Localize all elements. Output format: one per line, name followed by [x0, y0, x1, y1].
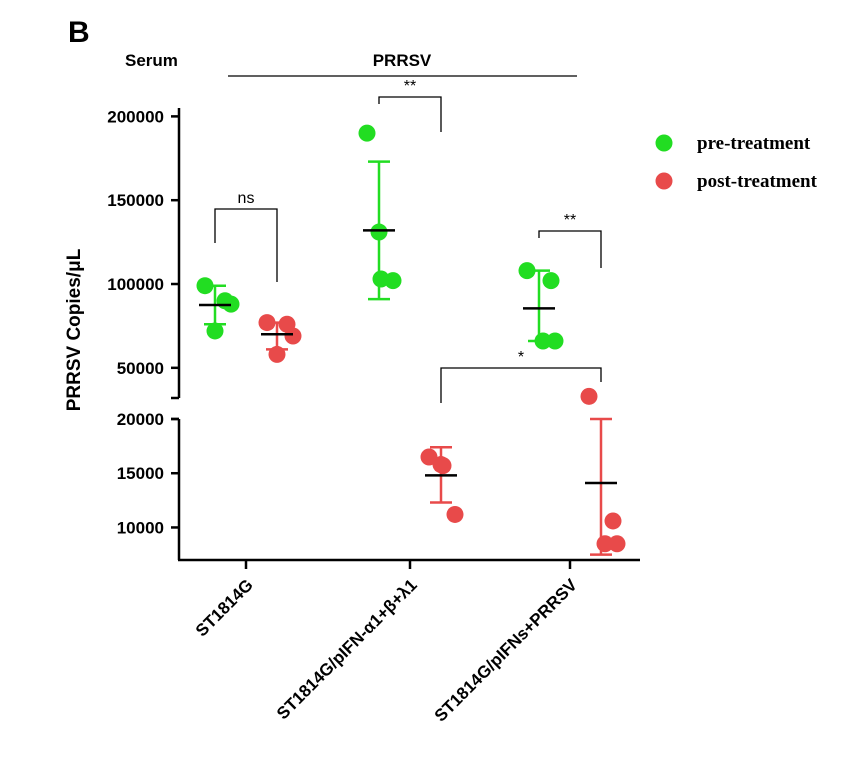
panel-label: B — [68, 16, 90, 49]
bracket-line — [538, 230, 602, 268]
data-point — [268, 345, 286, 363]
data-point — [534, 332, 552, 350]
data-point — [596, 535, 614, 553]
y-tick-label: 15000 — [117, 464, 164, 483]
data-point — [518, 262, 536, 280]
data-point — [370, 223, 388, 241]
data-point — [358, 124, 376, 142]
y-tick-label: 150000 — [107, 191, 164, 210]
legend-label: pre-treatment — [697, 133, 811, 154]
y-axis-label: PRRSV Copies/μL — [64, 248, 85, 411]
serum-header-label: Serum — [125, 51, 178, 70]
y-tick-label: 50000 — [117, 359, 164, 378]
y-tick-label: 100000 — [107, 275, 164, 294]
y-tick-label: 200000 — [107, 107, 164, 126]
significance-label: ** — [564, 212, 576, 229]
legend-label: post-treatment — [697, 171, 818, 192]
x-tick-label: ST1814G/pIFNs+PRRSV — [431, 575, 582, 726]
data-point — [196, 277, 214, 295]
legend-marker — [655, 134, 673, 152]
x-tick-label: ST1814G/pIFN-α1+β+λ1 — [273, 575, 421, 723]
significance-label: ns — [238, 190, 255, 207]
x-tick-label: ST1814G — [192, 575, 257, 640]
y-tick-label: 20000 — [117, 410, 164, 429]
significance-label: ** — [404, 78, 416, 95]
axes: 10000 15000 20000 50000 100000 150000 200000 PR… — [64, 107, 640, 725]
data-point — [384, 272, 402, 290]
data-point — [542, 272, 560, 290]
data-point — [206, 322, 224, 340]
legend-marker — [655, 172, 673, 190]
legend: pre-treatment post-treatment — [655, 133, 818, 192]
bracket-line — [214, 208, 278, 282]
bracket-line — [440, 367, 602, 403]
data-point — [434, 457, 452, 475]
y-tick-label: 10000 — [117, 518, 164, 537]
data-point — [258, 314, 276, 332]
data-point — [604, 512, 622, 530]
data-point — [546, 332, 564, 350]
significance-label: * — [518, 349, 524, 366]
significance-brackets: ns***** — [214, 78, 602, 403]
data-point — [580, 387, 598, 405]
prrsv-header-label: PRRSV — [373, 51, 432, 70]
data-marks — [196, 124, 626, 556]
data-point — [284, 327, 302, 345]
bracket-line — [378, 96, 442, 132]
data-point — [608, 535, 626, 553]
data-point — [446, 505, 464, 523]
